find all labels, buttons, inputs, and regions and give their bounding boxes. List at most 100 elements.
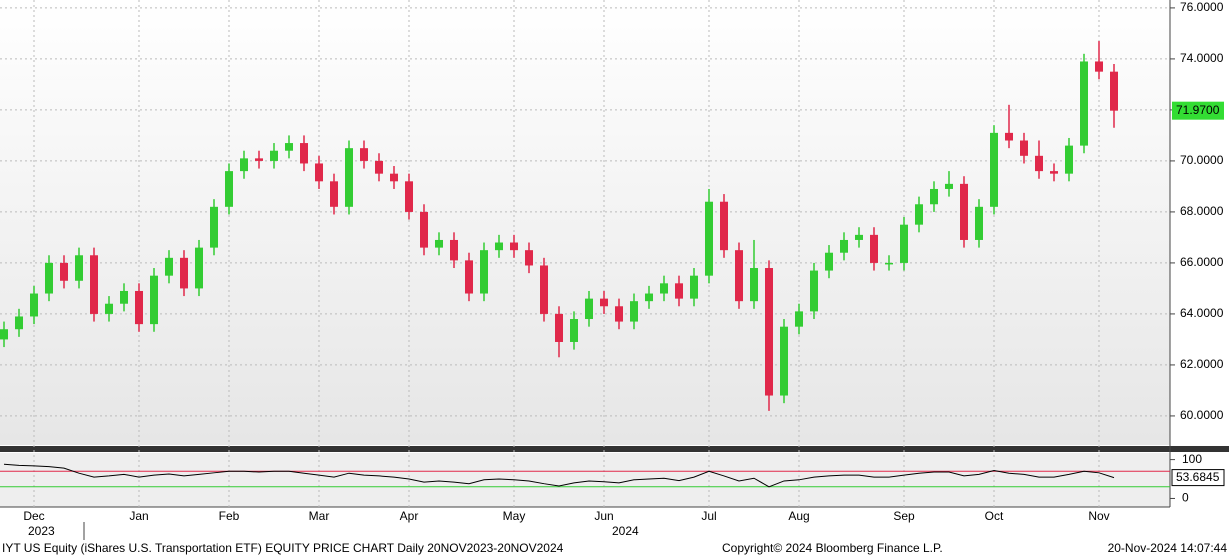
candle-body (1110, 71, 1118, 111)
candle-body (675, 283, 683, 299)
candle-body (1050, 171, 1058, 174)
candle-body (15, 316, 23, 330)
candle-body (585, 298, 593, 320)
candle-body (60, 262, 68, 281)
x-tick-label: Dec (23, 509, 44, 523)
candle-body (915, 204, 923, 225)
candle-body (225, 171, 233, 207)
candle-body (930, 188, 938, 205)
x-tick-label: Jan (129, 509, 148, 523)
candle-body (75, 255, 83, 281)
x-tick-label: Mar (309, 509, 330, 523)
candle-body (1080, 61, 1088, 146)
candle-body (630, 301, 638, 322)
x-tick-label: Apr (400, 509, 419, 523)
candle-body (405, 181, 413, 212)
candle-body (465, 260, 473, 294)
footer-right: 20-Nov-2024 14:07:44 (1108, 541, 1228, 555)
candle-body (600, 298, 608, 307)
x-tick-label: Sep (893, 509, 915, 523)
candle-body (900, 224, 908, 263)
candle-body (495, 242, 503, 251)
candle-body (735, 250, 743, 302)
candle-body (30, 293, 38, 317)
candle-body (435, 239, 443, 248)
candle-body (1095, 61, 1103, 72)
x-tick-label: Nov (1088, 509, 1109, 523)
candle-body (210, 206, 218, 248)
candle-body (255, 158, 263, 161)
candle-body (375, 160, 383, 174)
x-tick-label: May (503, 509, 526, 523)
y-tick-label: 70.0000 (1180, 153, 1224, 167)
x-tick-label: Feb (219, 509, 240, 523)
candle-body (330, 181, 338, 207)
y-tick-label: 62.0000 (1180, 357, 1224, 371)
y-tick-label: 76.0000 (1180, 0, 1224, 14)
candle-body (870, 234, 878, 263)
last-price-label: 71.9700 (1176, 103, 1220, 117)
candle-body (120, 290, 128, 304)
candle-body (450, 239, 458, 261)
candle-body (45, 262, 53, 294)
candle-body (270, 150, 278, 161)
candle-body (150, 275, 158, 325)
rsi-panel (0, 453, 1170, 507)
candle-body (390, 173, 398, 182)
candle-body (195, 247, 203, 289)
x-tick-label: Jul (701, 509, 716, 523)
candle-body (975, 206, 983, 240)
candle-body (795, 311, 803, 327)
rsi-tick-label: 0 (1182, 491, 1189, 505)
year-label: 2023 (28, 524, 55, 538)
candle-body (570, 319, 578, 342)
candle-body (420, 211, 428, 248)
candle-body (705, 201, 713, 276)
y-tick-label: 66.0000 (1180, 255, 1224, 269)
panel-separator (0, 446, 1229, 452)
candle-body (720, 201, 728, 251)
candle-body (345, 148, 353, 207)
candle-body (945, 183, 953, 189)
candle-body (135, 290, 143, 325)
candle-body (360, 148, 368, 161)
rsi-tick-label: 100 (1182, 452, 1202, 466)
candle-body (285, 143, 293, 151)
candle-body (1020, 140, 1028, 156)
rsi-value-label: 53.6845 (1176, 470, 1220, 484)
candle-body (660, 283, 668, 294)
candle-body (885, 262, 893, 265)
candle-body (615, 306, 623, 322)
candle-body (825, 252, 833, 271)
candle-body (0, 329, 8, 340)
rsi-value-box (1171, 469, 1225, 487)
footer-left: IYT US Equity (iShares U.S. Transportati… (2, 541, 564, 555)
y-tick-label: 60.0000 (1180, 408, 1224, 422)
candle-body (540, 265, 548, 314)
candle-body (510, 242, 518, 251)
y-tick-label: 74.0000 (1180, 51, 1224, 65)
candle-body (90, 255, 98, 314)
candle-body (525, 250, 533, 266)
candle-body (1005, 132, 1013, 141)
candle-body (690, 275, 698, 299)
last-price-box (1172, 101, 1224, 120)
x-tick-label: Oct (985, 509, 1004, 523)
candle-body (750, 268, 758, 302)
footer-center: Copyright© 2024 Bloomberg Finance L.P. (722, 541, 943, 555)
rsi-line (3, 463, 1115, 488)
candle-body (180, 257, 188, 289)
x-tick-label: Jun (594, 509, 613, 523)
candle-body (555, 313, 563, 342)
y-tick-label: 64.0000 (1180, 306, 1224, 320)
y-tick-label: 68.0000 (1180, 204, 1224, 218)
candle-body (990, 132, 998, 207)
candle-body (780, 326, 788, 396)
candle-body (765, 268, 773, 396)
candle-body (315, 163, 323, 182)
candle-body (810, 270, 818, 312)
candle-body (105, 303, 113, 314)
candle-body (960, 183, 968, 240)
candle-body (300, 143, 308, 164)
